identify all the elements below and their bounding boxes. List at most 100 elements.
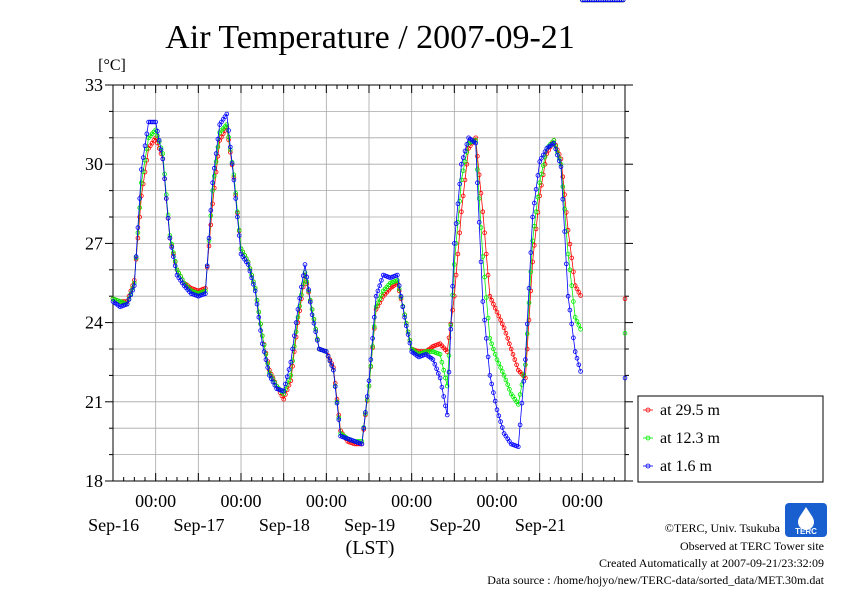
data-point [457,181,463,187]
data-point [473,140,479,146]
data-point [453,221,459,226]
data-point [615,0,621,3]
data-point [476,196,482,201]
data-point [395,272,400,278]
data-point [137,205,143,211]
data-point [524,331,530,337]
data-point [315,338,320,343]
data-point [258,328,263,333]
data-point [377,296,383,302]
terc-logo: TERC [785,503,827,537]
data-point [224,111,230,117]
data-point [290,363,295,369]
data-point [133,254,139,259]
footer: ©TERC, Univ. Tsukuba Observed at TERC To… [487,521,824,587]
data-point [444,383,450,389]
data-point [396,283,402,288]
chart-title: Air Temperature / 2007-09-21 [165,19,575,56]
data-point [228,144,233,150]
logo-text: TERC [795,527,817,536]
data-point [375,300,381,306]
data-point [327,358,333,364]
data-point [485,315,491,321]
data-point [299,284,304,290]
data-point [144,131,150,137]
data-point [459,209,464,215]
data-point [288,359,294,365]
data-point [169,245,175,250]
data-point [446,369,452,375]
data-point [258,321,263,327]
data-point [451,262,457,267]
data-point [574,318,580,324]
data-point [580,0,585,3]
data-point [482,230,487,236]
data-point [153,119,159,125]
data-point [569,321,574,327]
data-point [441,367,447,373]
y-tick-label: 27 [85,233,103,253]
data-point [492,351,498,357]
data-point [434,366,439,372]
data-point [533,187,539,192]
data-point [603,0,608,3]
data-point [499,321,505,327]
data-point [251,281,256,287]
data-point [565,251,571,257]
data-point [567,307,573,313]
data-point [505,336,511,341]
data-point [501,325,507,331]
data-point [508,346,514,352]
data-point [517,422,523,428]
data-point [215,136,221,142]
data-point [524,346,530,352]
y-tick-label: 18 [85,471,103,491]
data-point [265,365,271,370]
data-point [487,373,493,378]
data-point [281,388,287,394]
observed-text: Observed at TERC Tower site [680,539,824,553]
data-point [156,138,162,143]
data-point [524,321,530,327]
data-point [494,407,500,413]
data-point [567,267,573,273]
data-point [460,193,466,199]
data-point [464,142,470,147]
x-date-label: Sep-19 [344,515,395,535]
data-point [363,410,368,415]
data-point [373,304,379,310]
data-point [203,291,208,296]
data-point [430,357,436,362]
data-point [334,400,340,406]
data-point [457,230,463,236]
data-point [571,335,576,341]
data-point [610,0,615,3]
data-point [510,351,516,357]
data-point [494,357,500,362]
legend-label: at 12.3 m [660,430,721,447]
data-point [622,296,628,302]
data-point [398,293,404,299]
data-point [370,336,375,341]
data-point [498,317,503,323]
data-point [293,329,299,335]
data-point [261,349,267,354]
data-point [325,353,331,359]
data-point [563,261,569,267]
y-tick-label: 24 [85,313,103,333]
data-point [594,0,599,3]
data-point [281,396,287,402]
legend-marker [645,435,651,441]
data-point [572,314,578,320]
data-point [533,209,539,215]
data-point [521,378,526,384]
data-point [139,167,144,172]
data-point [562,229,567,234]
data-point [371,324,377,329]
data-point [499,425,505,430]
data-point [229,161,235,166]
data-point [439,384,445,390]
data-point [514,362,519,368]
data-point [537,180,542,186]
